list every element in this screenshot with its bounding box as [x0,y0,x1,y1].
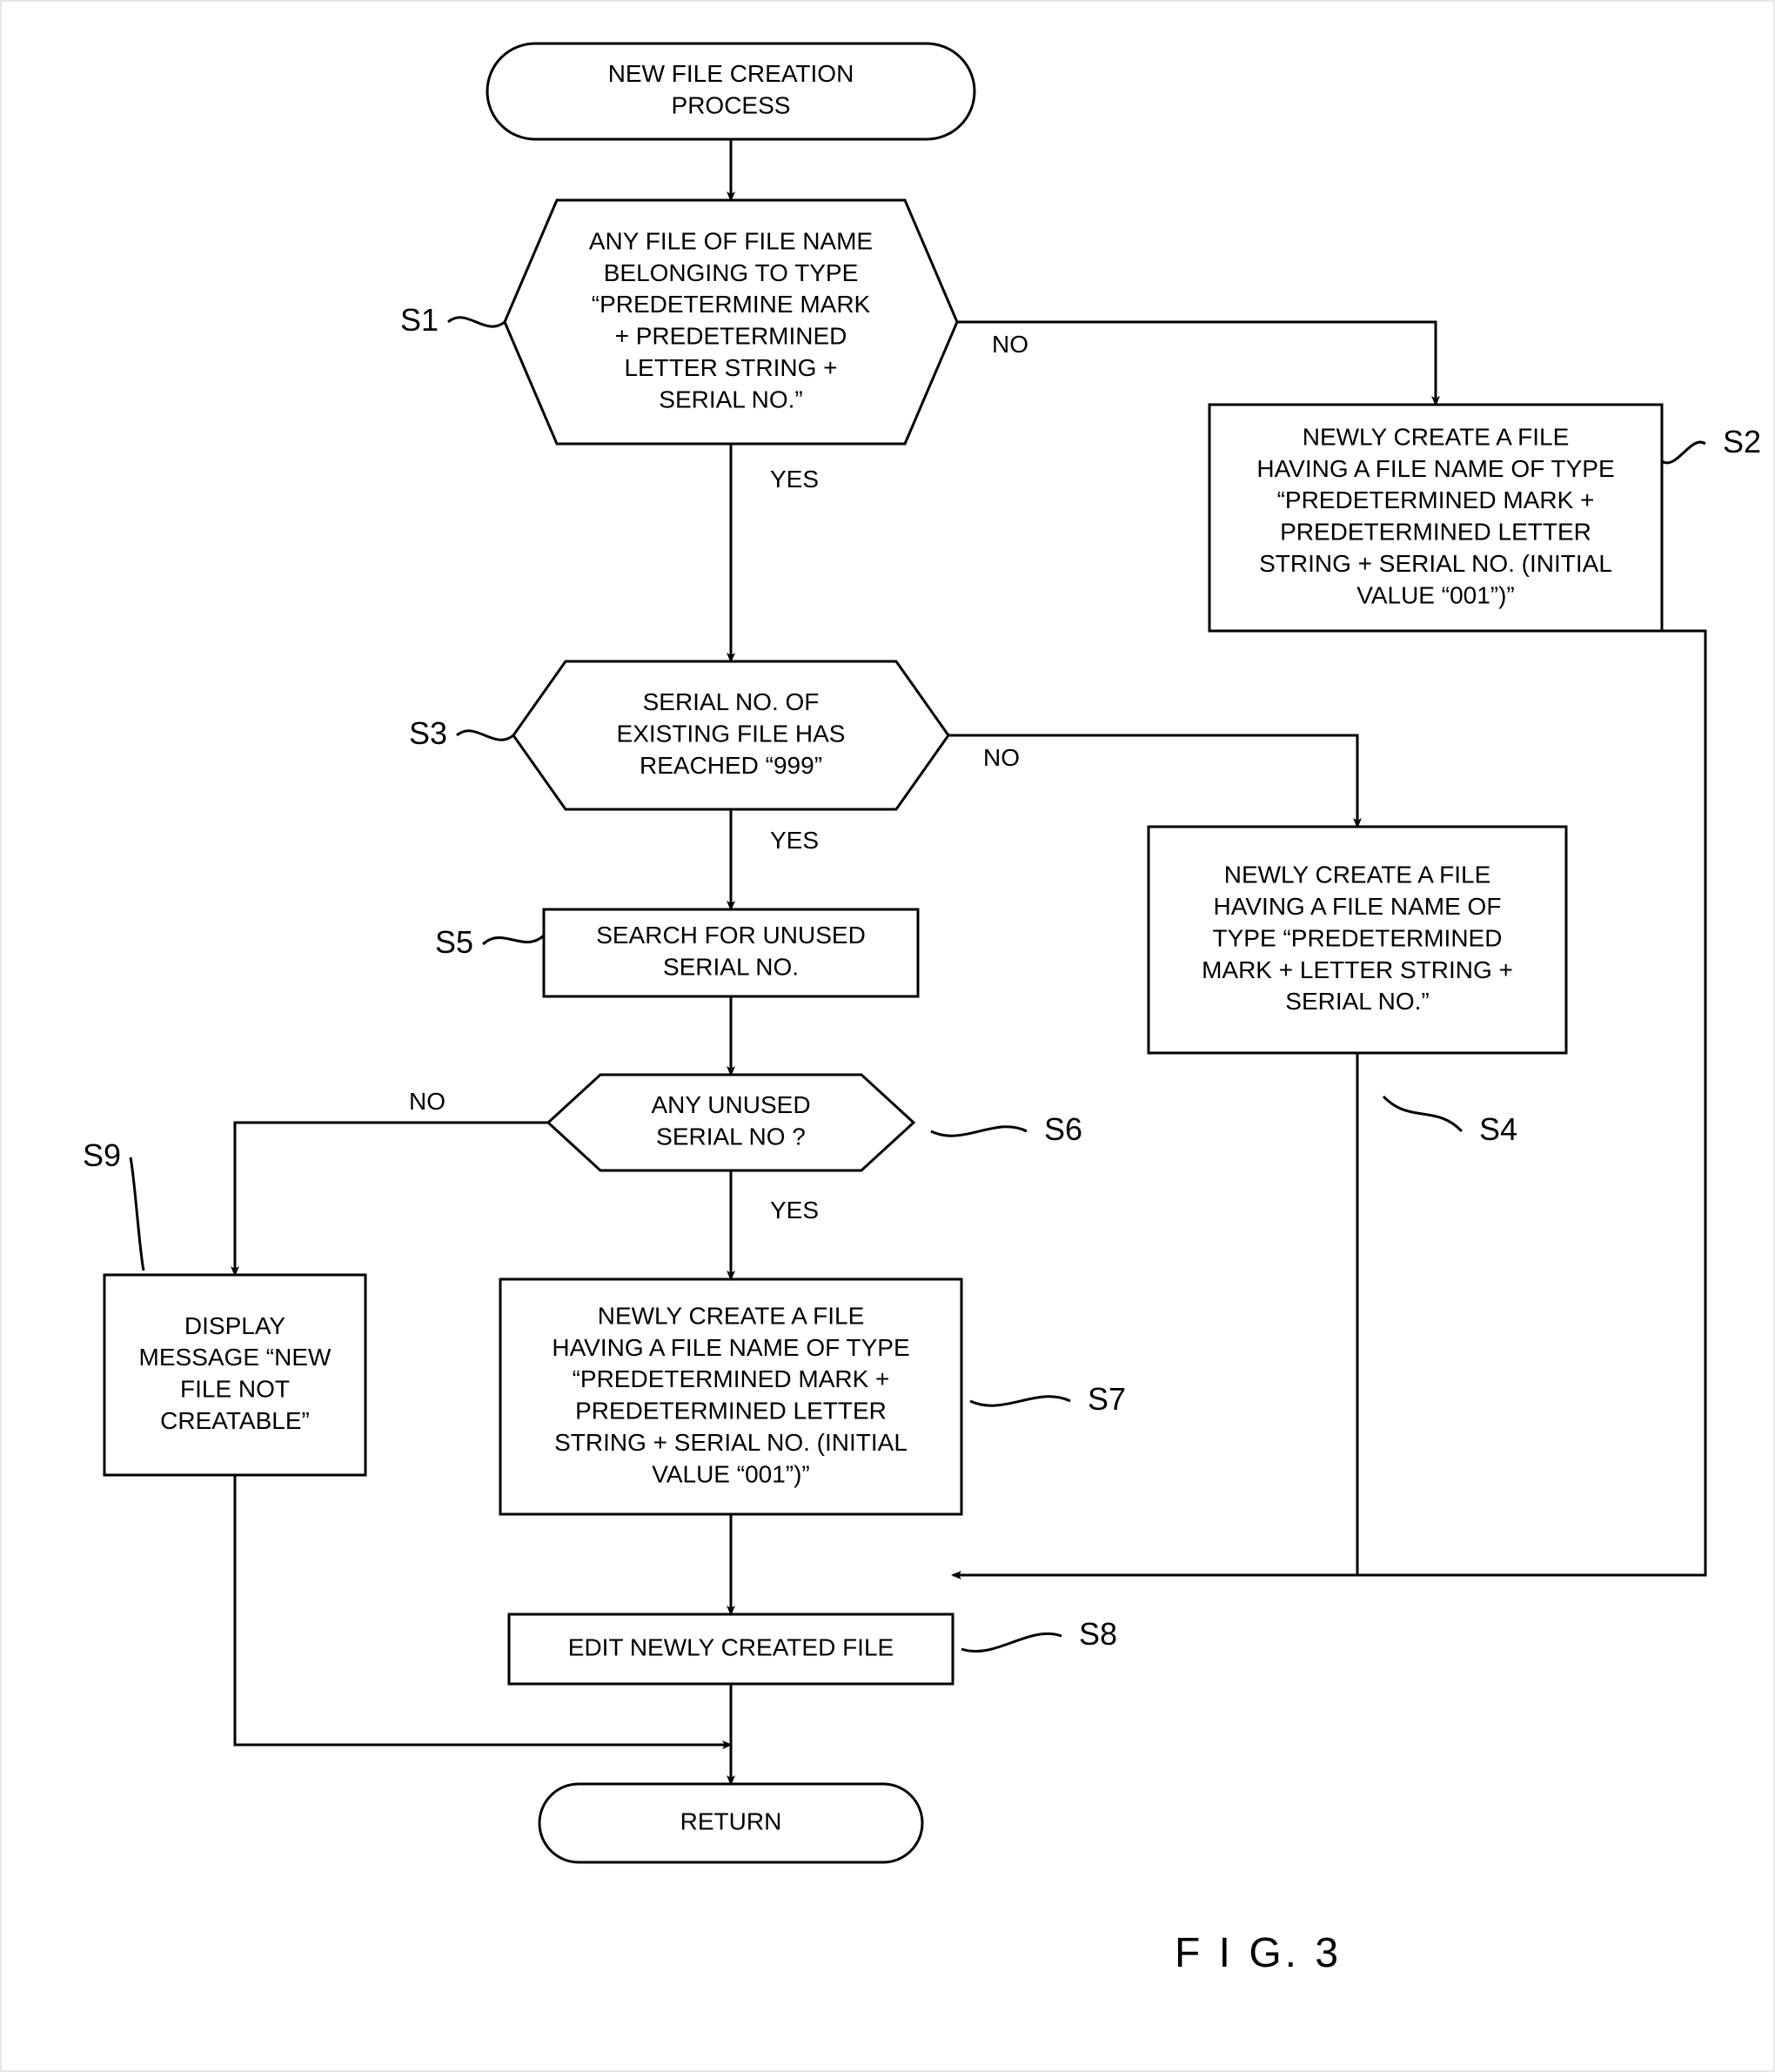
step-label: S6 [1044,1111,1082,1147]
svg-text:FILE NOT: FILE NOT [180,1376,290,1403]
svg-text:REACHED “999”: REACHED “999” [640,752,822,779]
svg-text:“PREDETERMINE MARK: “PREDETERMINE MARK [592,291,871,318]
svg-text:NO: NO [992,331,1028,358]
svg-text:“PREDETERMINED MARK +: “PREDETERMINED MARK + [1277,486,1595,513]
step-tilde [931,1127,1027,1136]
svg-text:+ PREDETERMINED: + PREDETERMINED [615,323,847,350]
svg-text:SERIAL NO.”: SERIAL NO.” [1285,988,1429,1015]
step-label: S4 [1479,1111,1517,1147]
svg-text:DISPLAY: DISPLAY [184,1312,286,1339]
svg-text:HAVING A FILE NAME OF TYPE: HAVING A FILE NAME OF TYPE [1256,455,1614,482]
svg-text:NEW FILE CREATION: NEW FILE CREATION [608,60,854,87]
svg-text:MESSAGE “NEW: MESSAGE “NEW [139,1344,332,1371]
step-label: S2 [1723,424,1761,459]
step-label: S1 [400,302,439,338]
svg-text:ANY FILE OF FILE NAME: ANY FILE OF FILE NAME [589,227,873,254]
svg-text:“PREDETERMINED MARK +: “PREDETERMINED MARK + [573,1365,890,1392]
svg-text:VALUE “001”)”: VALUE “001”)” [652,1460,810,1487]
svg-text:SERIAL NO. OF: SERIAL NO. OF [643,688,820,715]
step-tilde [961,1633,1062,1651]
svg-text:NEWLY CREATE A FILE: NEWLY CREATE A FILE [1224,862,1491,888]
svg-text:PREDETERMINED LETTER: PREDETERMINED LETTER [1280,519,1591,546]
svg-text:NEWLY CREATE A FILE: NEWLY CREATE A FILE [598,1302,865,1329]
step-label: S9 [83,1137,121,1173]
step-label: S5 [435,924,473,960]
svg-text:YES: YES [770,827,819,854]
step-tilde [1662,442,1705,463]
svg-text:LETTER STRING +: LETTER STRING + [624,354,837,381]
step-label: S8 [1079,1616,1117,1652]
svg-text:CREATABLE”: CREATABLE” [160,1407,310,1434]
step-tilde [131,1157,144,1271]
svg-text:NO: NO [409,1088,445,1115]
svg-text:SEARCH FOR UNUSED: SEARCH FOR UNUSED [596,922,866,949]
svg-text:YES: YES [770,466,819,493]
svg-text:ANY UNUSED: ANY UNUSED [651,1091,810,1118]
svg-text:EXISTING FILE HAS: EXISTING FILE HAS [617,720,846,747]
svg-text:HAVING A FILE NAME OF: HAVING A FILE NAME OF [1214,893,1502,920]
step-tilde [448,318,505,326]
svg-text:BELONGING TO TYPE: BELONGING TO TYPE [604,259,859,286]
svg-text:NO: NO [983,744,1020,771]
svg-text:STRING + SERIAL NO. (INITIAL: STRING + SERIAL NO. (INITIAL [1259,550,1612,577]
svg-text:STRING + SERIAL NO. (INITIAL: STRING + SERIAL NO. (INITIAL [554,1429,908,1456]
svg-text:SERIAL NO.: SERIAL NO. [663,954,799,981]
svg-text:PREDETERMINED LETTER: PREDETERMINED LETTER [575,1398,887,1425]
svg-text:MARK + LETTER STRING +: MARK + LETTER STRING + [1202,956,1513,983]
flowchart-diagram: NEW FILE CREATION PROCESS ANY FILE OF FILE… [0,0,1775,2072]
svg-text:YES: YES [770,1197,819,1224]
svg-text:SERIAL NO ?: SERIAL NO ? [656,1123,806,1150]
step-tilde [483,935,544,944]
svg-text:SERIAL NO.”: SERIAL NO.” [659,386,802,412]
svg-text:EDIT NEWLY CREATED FILE: EDIT NEWLY CREATED FILE [568,1633,894,1660]
figure-label: F I G. 3 [1175,1930,1342,1976]
step-label: S7 [1088,1381,1126,1417]
step-tilde [1383,1096,1462,1131]
svg-text:TYPE “PREDETERMINED: TYPE “PREDETERMINED [1213,924,1503,951]
svg-text:NEWLY CREATE A FILE: NEWLY CREATE A FILE [1303,423,1570,450]
svg-text:RETURN: RETURN [680,1807,782,1834]
step-tilde [457,731,513,740]
svg-text:VALUE “001”)”: VALUE “001”)” [1356,581,1515,608]
step-label: S3 [409,715,447,751]
edge [953,631,1705,1575]
edge [235,1123,548,1275]
edge [957,322,1436,405]
step-tilde [970,1397,1070,1405]
svg-text:HAVING A FILE NAME OF TYPE: HAVING A FILE NAME OF TYPE [552,1334,909,1361]
svg-text:PROCESS: PROCESS [672,92,791,119]
